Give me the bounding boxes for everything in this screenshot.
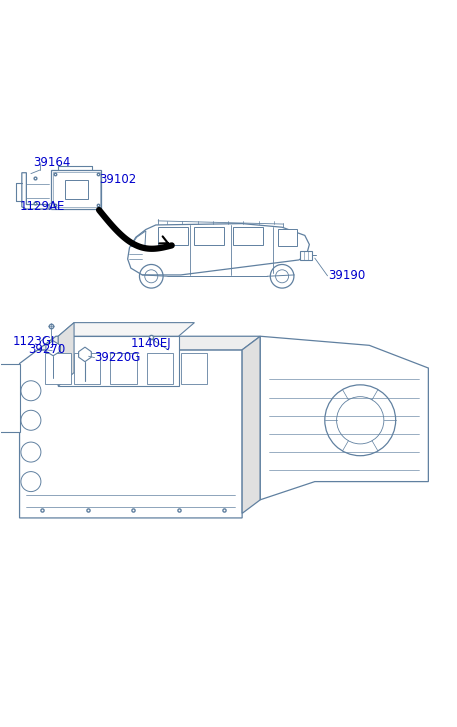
Text: 39190: 39190 [329, 269, 366, 282]
Text: 39164: 39164 [33, 156, 70, 169]
Bar [53, 172, 100, 207]
Bar [147, 353, 173, 384]
Text: 1129AE: 1129AE [20, 201, 65, 213]
Bar [44, 353, 71, 384]
Polygon shape [242, 337, 260, 513]
Bar [181, 353, 207, 384]
Bar [111, 353, 137, 384]
Bar [194, 228, 224, 246]
Polygon shape [128, 224, 309, 275]
Polygon shape [20, 350, 242, 518]
Bar [277, 229, 297, 246]
Polygon shape [58, 323, 74, 386]
Polygon shape [0, 364, 20, 432]
Polygon shape [79, 348, 91, 362]
Polygon shape [38, 337, 260, 350]
Bar [51, 170, 101, 209]
Text: 1140EJ: 1140EJ [131, 337, 171, 350]
Polygon shape [58, 323, 194, 337]
Text: 1123GJ: 1123GJ [13, 335, 55, 348]
Text: 39270: 39270 [29, 343, 66, 356]
Polygon shape [58, 337, 179, 386]
Polygon shape [130, 231, 146, 246]
Bar [158, 228, 188, 246]
Polygon shape [22, 173, 49, 209]
Bar [74, 353, 101, 384]
Polygon shape [46, 341, 60, 356]
Text: 39102: 39102 [99, 173, 136, 186]
Bar [233, 228, 263, 246]
Polygon shape [260, 337, 428, 499]
Bar [65, 180, 88, 199]
Bar [300, 251, 312, 260]
Text: 39220G: 39220G [95, 351, 141, 364]
